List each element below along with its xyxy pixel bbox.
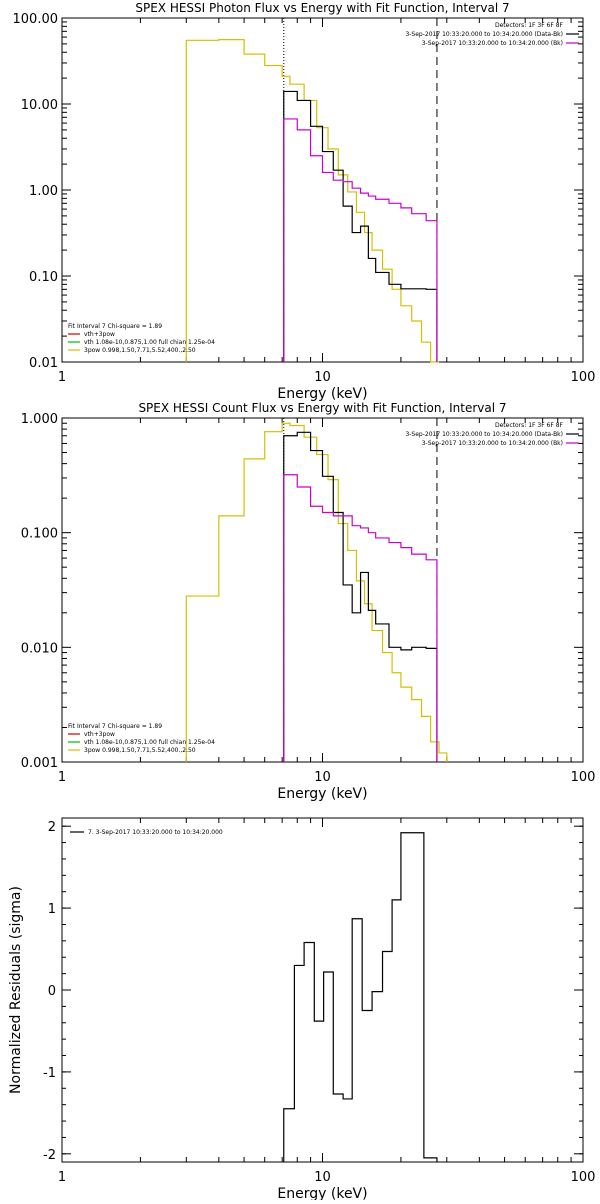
x-tick-label: 1: [58, 1170, 66, 1185]
y-tick-label: 2: [48, 820, 56, 835]
y-tick-label: 1.000: [21, 412, 58, 427]
y-tick-label: 0.01: [29, 356, 58, 371]
series-3pow: [185, 422, 448, 762]
y-tick-label: 0.010: [21, 641, 58, 656]
x-axis-label: Energy (keV): [277, 786, 367, 802]
fit-legend-text: vth 1.08e-10,0.875,1.00 full chian 1.25e…: [84, 339, 215, 346]
legend-text: 3-Sep-2017 10:33:20.000 to 10:34:20.000 …: [405, 431, 563, 438]
legend-text: 3-Sep-2017 10:33:20.000 to 10:34:20.000 …: [422, 40, 563, 47]
series-7-3-sep-2017-10-33-20-000-to-10-34-20-000: [283, 832, 438, 1162]
x-tick-label: 100: [571, 770, 596, 785]
y-tick-label: 0.10: [29, 270, 58, 285]
y-axis-label: Normalized Residuals (sigma): [8, 886, 24, 1094]
series-data-bk: [283, 431, 438, 762]
legend-text: 3-Sep-2017 10:33:20.000 to 10:34:20.000 …: [405, 31, 563, 38]
fit-legend-text: Fit Interval 7 Chi-square = 1.89: [68, 323, 162, 330]
fit-legend-text: vth 1.08e-10,0.875,1.00 full chian 1.25e…: [84, 739, 215, 746]
fit-legend-text: vth+3pow: [84, 731, 115, 738]
count-flux-panel: SPEX HESSI Count Flux vs Energy with Fit…: [21, 401, 596, 802]
fit-legend-text: 3pow 0.998,1.50,7.71,5.52,400.,2.50: [84, 347, 196, 354]
x-tick-label: 1: [58, 370, 66, 385]
x-axis-label: Energy (keV): [277, 386, 367, 402]
y-tick-label: -1: [43, 1066, 56, 1081]
plot-frame: [61, 817, 584, 1163]
photon-flux-panel: SPEX HESSI Photon Flux vs Energy with Fi…: [13, 1, 596, 402]
fit-legend-text: Fit Interval 7 Chi-square = 1.89: [68, 723, 162, 730]
y-tick-label: 100.00: [13, 12, 59, 27]
legend-text: 7. 3-Sep-2017 10:33:20.000 to 10:34:20.0…: [88, 829, 223, 836]
chart-title: SPEX HESSI Photon Flux vs Energy with Fi…: [135, 1, 509, 15]
y-tick-label: -2: [43, 1148, 56, 1163]
y-tick-label: 1.00: [29, 184, 58, 199]
legend-text: Detectors: 1F 3F 6F 8F: [495, 422, 564, 429]
series-bk: [283, 118, 438, 362]
y-tick-label: 10.00: [21, 98, 58, 113]
chart-title: SPEX HESSI Count Flux vs Energy with Fit…: [138, 401, 506, 415]
x-tick-label: 10: [314, 370, 331, 385]
y-tick-label: 0: [48, 984, 56, 999]
y-tick-label: 0.001: [21, 756, 58, 771]
series-3pow: [185, 39, 439, 363]
legend-text: Detectors: 1F 3F 6F 8F: [495, 22, 564, 29]
x-tick-label: 1: [58, 770, 66, 785]
x-tick-label: 10: [314, 1170, 331, 1185]
residuals-panel: 1 10 100 Energy (keV) -2 -1 0 1 2 Normalized Resi…: [8, 817, 596, 1202]
x-tick-label: 100: [571, 1170, 596, 1185]
x-tick-label: 100: [571, 370, 596, 385]
series-bk: [283, 474, 438, 762]
x-tick-label: 10: [314, 770, 331, 785]
series-data-bk: [283, 90, 438, 362]
x-axis-label: Energy (keV): [277, 1186, 367, 1200]
fit-legend-text: vth+3pow: [84, 331, 115, 338]
plot-frame: [61, 17, 584, 363]
y-tick-label: 0.100: [21, 527, 58, 542]
legend-text: 3-Sep-2017 10:33:20.000 to 10:34:20.000 …: [422, 440, 563, 447]
fit-legend-text: 3pow 0.998,1.50,7.71,5.52,400.,2.50: [84, 747, 196, 754]
y-tick-label: 1: [48, 902, 56, 917]
